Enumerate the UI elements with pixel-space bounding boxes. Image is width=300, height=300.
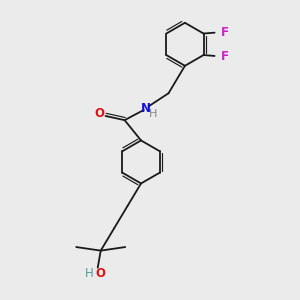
Text: N: N xyxy=(141,102,151,115)
Text: O: O xyxy=(94,107,104,120)
Text: O: O xyxy=(96,267,106,280)
Text: F: F xyxy=(221,50,229,63)
Text: H: H xyxy=(148,109,157,119)
Text: F: F xyxy=(221,26,229,38)
Text: H: H xyxy=(84,267,93,280)
